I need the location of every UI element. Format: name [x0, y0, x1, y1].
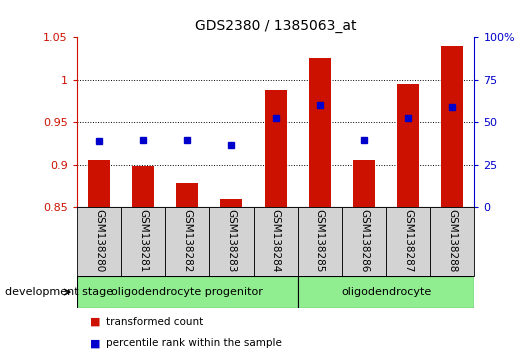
Bar	[308, 58, 331, 207]
Bar	[77, 207, 121, 276]
Bar	[176, 183, 198, 207]
Bar	[77, 276, 298, 308]
Text: GSM138281: GSM138281	[138, 209, 148, 273]
Bar	[264, 90, 287, 207]
Text: development stage: development stage	[5, 287, 113, 297]
Text: GSM138283: GSM138283	[226, 209, 236, 273]
Text: ■: ■	[90, 317, 101, 327]
Bar	[298, 207, 342, 276]
Bar	[220, 199, 243, 207]
Bar	[165, 207, 209, 276]
Text: GSM138287: GSM138287	[403, 209, 413, 273]
Bar	[441, 46, 463, 207]
Text: GSM138282: GSM138282	[182, 209, 192, 273]
Text: oligodendrocyte progenitor: oligodendrocyte progenitor	[111, 287, 263, 297]
Bar	[397, 84, 419, 207]
Bar	[342, 207, 386, 276]
Text: GSM138288: GSM138288	[447, 209, 457, 273]
Bar	[209, 207, 253, 276]
Text: GSM138280: GSM138280	[94, 209, 104, 273]
Bar	[353, 160, 375, 207]
Text: oligodendrocyte: oligodendrocyte	[341, 287, 431, 297]
Text: GSM138286: GSM138286	[359, 209, 369, 273]
Bar	[253, 207, 298, 276]
Text: transformed count: transformed count	[106, 317, 203, 327]
Bar	[88, 160, 110, 207]
Text: percentile rank within the sample: percentile rank within the sample	[106, 338, 282, 348]
Bar	[132, 166, 154, 207]
Text: ■: ■	[90, 338, 101, 348]
Text: GSM138284: GSM138284	[271, 209, 280, 273]
Bar	[121, 207, 165, 276]
Bar	[386, 207, 430, 276]
Bar	[298, 276, 474, 308]
Bar	[430, 207, 474, 276]
Text: GSM138285: GSM138285	[315, 209, 325, 273]
Title: GDS2380 / 1385063_at: GDS2380 / 1385063_at	[195, 19, 356, 33]
